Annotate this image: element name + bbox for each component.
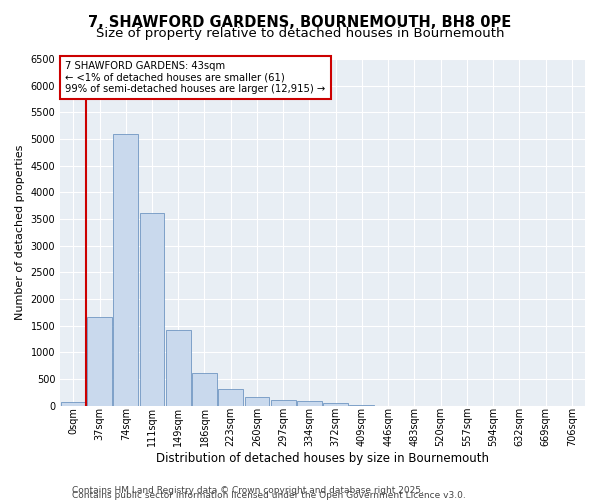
Bar <box>140 212 164 406</box>
Bar <box>323 404 348 406</box>
X-axis label: Distribution of detached houses by size in Bournemouth: Distribution of detached houses by size … <box>156 452 489 465</box>
Bar <box>192 373 217 406</box>
Text: 7 SHAWFORD GARDENS: 43sqm
← <1% of detached houses are smaller (61)
99% of semi-: 7 SHAWFORD GARDENS: 43sqm ← <1% of detac… <box>65 60 326 94</box>
Bar <box>245 398 269 406</box>
Bar <box>271 400 296 406</box>
Text: Contains HM Land Registry data © Crown copyright and database right 2025.: Contains HM Land Registry data © Crown c… <box>72 486 424 495</box>
Y-axis label: Number of detached properties: Number of detached properties <box>15 144 25 320</box>
Text: Contains public sector information licensed under the Open Government Licence v3: Contains public sector information licen… <box>72 491 466 500</box>
Bar <box>87 317 112 406</box>
Bar <box>166 330 191 406</box>
Bar <box>297 402 322 406</box>
Text: Size of property relative to detached houses in Bournemouth: Size of property relative to detached ho… <box>96 28 504 40</box>
Bar <box>218 389 243 406</box>
Bar <box>113 134 138 406</box>
Text: 7, SHAWFORD GARDENS, BOURNEMOUTH, BH8 0PE: 7, SHAWFORD GARDENS, BOURNEMOUTH, BH8 0P… <box>88 15 512 30</box>
Bar <box>61 402 86 406</box>
